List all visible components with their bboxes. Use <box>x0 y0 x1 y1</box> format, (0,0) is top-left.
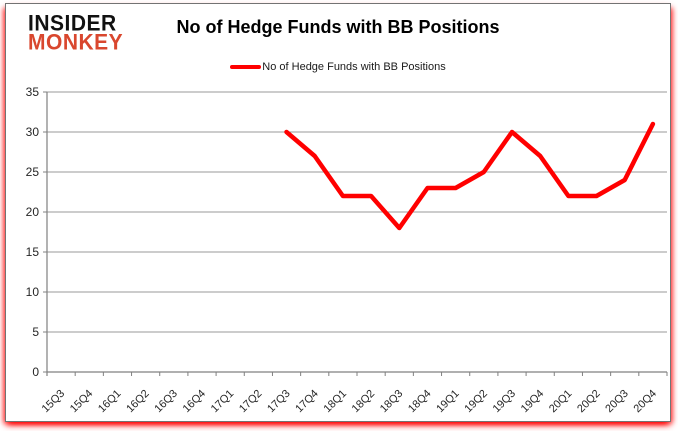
svg-text:16Q1: 16Q1 <box>96 388 124 416</box>
svg-text:5: 5 <box>32 325 39 339</box>
svg-text:20Q4: 20Q4 <box>632 388 660 416</box>
chart-legend: No of Hedge Funds with BB Positions <box>6 61 670 73</box>
svg-text:20Q1: 20Q1 <box>547 388 575 416</box>
svg-text:35: 35 <box>26 85 40 99</box>
svg-text:19Q1: 19Q1 <box>434 388 462 416</box>
chart-card: INSIDER MONKEY No of Hedge Funds with BB… <box>5 3 671 422</box>
svg-text:15Q3: 15Q3 <box>40 388 68 416</box>
series-line <box>284 121 656 231</box>
svg-text:20: 20 <box>26 205 40 219</box>
svg-text:18Q1: 18Q1 <box>322 388 350 416</box>
svg-text:10: 10 <box>26 285 40 299</box>
svg-text:30: 30 <box>26 125 40 139</box>
svg-text:17Q3: 17Q3 <box>265 388 293 416</box>
svg-text:20Q2: 20Q2 <box>575 388 603 416</box>
svg-text:17Q2: 17Q2 <box>237 388 265 416</box>
logo-line-insider: INSIDER <box>28 11 117 36</box>
insider-monkey-logo: INSIDER MONKEY <box>28 11 124 55</box>
svg-text:17Q1: 17Q1 <box>209 388 237 416</box>
svg-text:18Q2: 18Q2 <box>350 388 378 416</box>
legend-line-marker <box>230 65 262 69</box>
svg-text:16Q3: 16Q3 <box>152 388 180 416</box>
svg-text:16Q2: 16Q2 <box>124 388 152 416</box>
svg-text:19Q3: 19Q3 <box>491 388 519 416</box>
legend-label: No of Hedge Funds with BB Positions <box>262 61 446 73</box>
svg-text:19Q2: 19Q2 <box>462 388 490 416</box>
svg-text:15: 15 <box>26 245 40 259</box>
chart-title: No of Hedge Funds with BB Positions <box>176 17 500 37</box>
svg-text:18Q3: 18Q3 <box>378 388 406 416</box>
svg-text:16Q4: 16Q4 <box>181 388 209 416</box>
svg-text:0: 0 <box>32 365 39 379</box>
svg-text:15Q4: 15Q4 <box>68 388 96 416</box>
logo-line-monkey: MONKEY <box>28 30 124 55</box>
svg-text:17Q4: 17Q4 <box>293 388 321 416</box>
svg-text:25: 25 <box>26 165 40 179</box>
svg-text:18Q4: 18Q4 <box>406 388 434 416</box>
svg-text:19Q4: 19Q4 <box>519 388 547 416</box>
svg-text:20Q3: 20Q3 <box>603 388 631 416</box>
